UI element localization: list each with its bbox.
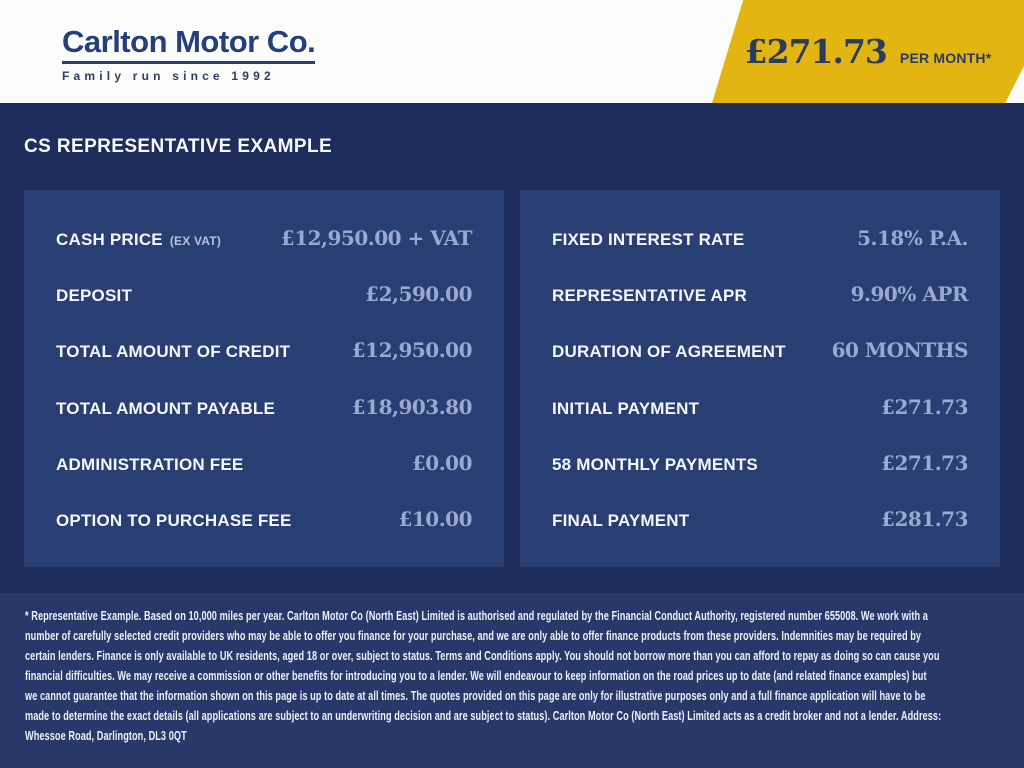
row-total-amount-payable: TOTAL AMOUNT PAYABLE £18,903.80 bbox=[56, 394, 473, 419]
row-label: REPRESENTATIVE APR bbox=[552, 286, 748, 306]
row-total-amount-of-credit: TOTAL AMOUNT OF CREDIT £12,950.00 bbox=[56, 338, 473, 363]
row-value: £18,903.80 bbox=[351, 394, 473, 419]
page-title: CS REPRESENTATIVE EXAMPLE bbox=[24, 136, 333, 157]
row-value: £12,950.00 + VAT bbox=[280, 226, 473, 251]
finance-panel-right: FIXED INTEREST RATE 5.18% P.A. REPRESENT… bbox=[520, 190, 1000, 567]
row-value: £281.73 bbox=[881, 506, 968, 531]
row-label: CASH PRICE bbox=[56, 230, 163, 250]
dealer-logo-name: Carlton Motor Co. bbox=[62, 26, 316, 64]
row-label: DURATION OF AGREEMENT bbox=[552, 342, 786, 362]
row-value: £271.73 bbox=[881, 450, 968, 475]
page-header: Carlton Motor Co. Family run since 1992 … bbox=[0, 0, 1024, 103]
row-duration-of-agreement: DURATION OF AGREEMENT 60 MONTHS bbox=[552, 338, 969, 363]
row-administration-fee: ADMINISTRATION FEE £0.00 bbox=[56, 450, 473, 475]
dealer-logo: Carlton Motor Co. Family run since 1992 bbox=[62, 26, 316, 83]
row-note: (EX VAT) bbox=[169, 234, 222, 249]
row-fixed-interest-rate: FIXED INTEREST RATE 5.18% P.A. bbox=[552, 226, 968, 250]
dealer-logo-tagline: Family run since 1992 bbox=[62, 69, 275, 83]
finance-panels: CASH PRICE (EX VAT) £12,950.00 + VAT DEPO… bbox=[24, 190, 1000, 567]
row-monthly-payments: 58 MONTHLY PAYMENTS £271.73 bbox=[552, 451, 968, 475]
row-label: FIXED INTEREST RATE bbox=[552, 230, 745, 250]
legal-footer: * Representative Example. Based on 10,00… bbox=[0, 593, 1024, 768]
row-label: FINAL PAYMENT bbox=[552, 510, 690, 530]
row-value: 9.90% APR bbox=[850, 282, 969, 307]
row-label: ADMINISTRATION FEE bbox=[56, 454, 244, 474]
row-value: 5.18% P.A. bbox=[857, 226, 968, 251]
row-label: DEPOSIT bbox=[56, 286, 133, 306]
per-month-label: PER MONTH* bbox=[899, 49, 992, 66]
row-label: TOTAL AMOUNT OF CREDIT bbox=[56, 342, 291, 362]
row-deposit: DEPOSIT £2,590.00 bbox=[56, 282, 472, 306]
row-value: 60 MONTHS bbox=[831, 338, 969, 363]
row-label: 58 MONTHLY PAYMENTS bbox=[552, 454, 758, 474]
representative-example-section: CS REPRESENTATIVE EXAMPLE CASH PRICE (EX … bbox=[0, 103, 1024, 593]
row-value: £10.00 bbox=[398, 506, 472, 531]
row-value: £2,590.00 bbox=[365, 282, 472, 307]
row-label: INITIAL PAYMENT bbox=[552, 398, 700, 418]
row-initial-payment: INITIAL PAYMENT £271.73 bbox=[552, 395, 968, 419]
finance-panel-left: CASH PRICE (EX VAT) £12,950.00 + VAT DEPO… bbox=[24, 190, 504, 567]
price-ribbon: £271.73 PER MONTH* bbox=[712, 0, 1024, 103]
row-label: TOTAL AMOUNT PAYABLE bbox=[56, 398, 276, 418]
row-representative-apr: REPRESENTATIVE APR 9.90% APR bbox=[552, 282, 969, 307]
row-value: £0.00 bbox=[411, 450, 473, 475]
monthly-price: £271.73 bbox=[744, 32, 888, 71]
row-label: OPTION TO PURCHASE FEE bbox=[56, 510, 292, 530]
row-option-to-purchase-fee: OPTION TO PURCHASE FEE £10.00 bbox=[56, 507, 472, 531]
row-final-payment: FINAL PAYMENT £281.73 bbox=[552, 507, 968, 531]
disclaimer-text: * Representative Example. Based on 10,00… bbox=[25, 609, 942, 743]
row-value: £271.73 bbox=[881, 394, 968, 419]
row-cash-price: CASH PRICE (EX VAT) £12,950.00 + VAT bbox=[56, 226, 473, 251]
row-value: £12,950.00 bbox=[351, 338, 473, 363]
